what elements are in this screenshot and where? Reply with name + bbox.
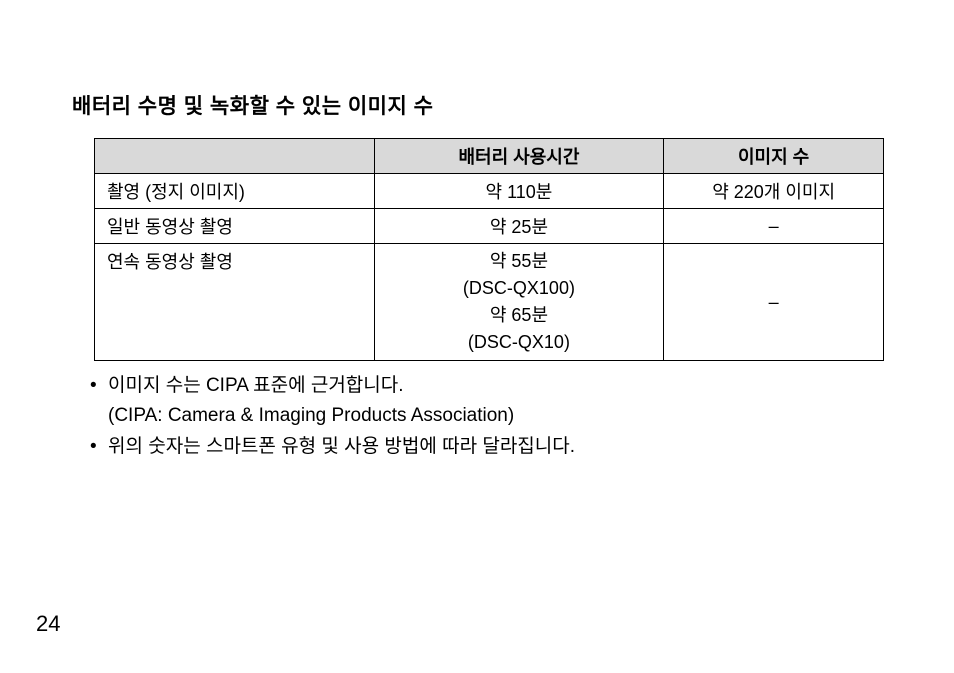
battery-line-2: (DSC-QX100) [463, 278, 575, 298]
note-item: 위의 숫자는 스마트폰 유형 및 사용 방법에 따라 달라집니다. [90, 432, 882, 462]
table-row: 일반 동영상 촬영 약 25분 – [95, 209, 884, 244]
note-text-smartphone: 위의 숫자는 스마트폰 유형 및 사용 방법에 따라 달라집니다. [108, 436, 575, 457]
table-row: 촬영 (정지 이미지) 약 110분 약 220개 이미지 [95, 174, 884, 209]
page-number: 24 [36, 611, 60, 637]
row-label-still: 촬영 (정지 이미지) [95, 174, 375, 209]
row-battery-normal-video: 약 25분 [374, 209, 664, 244]
note-text-cipa: 이미지 수는 CIPA 표준에 근거합니다. [108, 375, 404, 396]
row-battery-cont-video: 약 55분 (DSC-QX100) 약 65분 (DSC-QX10) [374, 244, 664, 361]
note-item: 이미지 수는 CIPA 표준에 근거합니다. (CIPA: Camera & I… [90, 371, 882, 432]
section-heading: 배터리 수명 및 녹화할 수 있는 이미지 수 [72, 90, 882, 120]
battery-line-3: 약 65분 [490, 305, 548, 325]
header-battery-time: 배터리 사용시간 [374, 139, 664, 174]
table-header-row: 배터리 사용시간 이미지 수 [95, 139, 884, 174]
table-row: 연속 동영상 촬영 약 55분 (DSC-QX100) 약 65분 (DSC-Q… [95, 244, 884, 361]
row-images-still: 약 220개 이미지 [664, 174, 884, 209]
battery-life-table: 배터리 사용시간 이미지 수 촬영 (정지 이미지) 약 110분 약 220개… [94, 138, 884, 361]
row-images-cont-video: – [664, 244, 884, 361]
row-label-cont-video: 연속 동영상 촬영 [95, 244, 375, 361]
battery-table-wrapper: 배터리 사용시간 이미지 수 촬영 (정지 이미지) 약 110분 약 220개… [94, 138, 882, 361]
battery-line-1: 약 55분 [490, 251, 548, 271]
battery-line-4: (DSC-QX10) [468, 332, 570, 352]
row-battery-still: 약 110분 [374, 174, 664, 209]
header-empty [95, 139, 375, 174]
note-sub-cipa: (CIPA: Camera & Imaging Products Associa… [108, 401, 882, 431]
row-label-normal-video: 일반 동영상 촬영 [95, 209, 375, 244]
header-image-count: 이미지 수 [664, 139, 884, 174]
row-images-normal-video: – [664, 209, 884, 244]
notes-list: 이미지 수는 CIPA 표준에 근거합니다. (CIPA: Camera & I… [90, 371, 882, 462]
